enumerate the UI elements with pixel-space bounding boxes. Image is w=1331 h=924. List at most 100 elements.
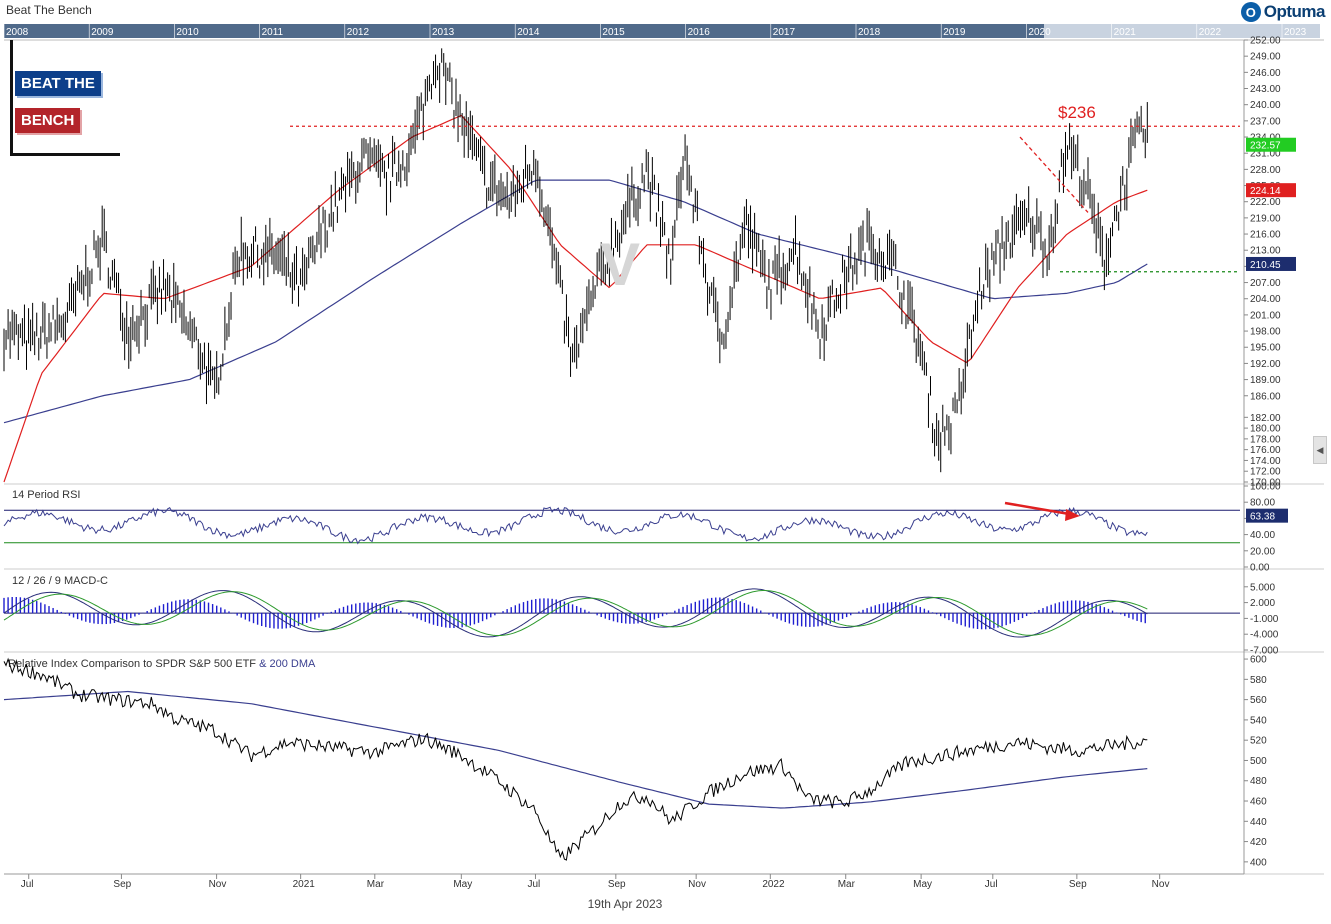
macd-axis-tick-label: 5.000 bbox=[1250, 582, 1275, 593]
price-axis-tick-label: 178.00 bbox=[1250, 434, 1281, 445]
rel-axis-tick-label: 440 bbox=[1250, 817, 1267, 828]
watermark-line-1: BEAT THE bbox=[15, 71, 101, 96]
overview-year-label: 2016 bbox=[688, 27, 711, 38]
price-axis-tick-label: 213.00 bbox=[1250, 246, 1281, 257]
watermark-bracket-left bbox=[10, 40, 13, 154]
price-axis-tick-label: 252.00 bbox=[1250, 36, 1281, 47]
overview-year-label: 2017 bbox=[773, 27, 796, 38]
x-axis-label: Jul bbox=[21, 879, 34, 890]
price-axis-tick-label: 195.00 bbox=[1250, 343, 1281, 354]
overview-year-label: 2018 bbox=[858, 27, 881, 38]
overview-strip-future bbox=[1044, 24, 1320, 38]
price-axis-tick-label: 182.00 bbox=[1250, 413, 1281, 424]
downtrend-line bbox=[1019, 136, 1089, 213]
macd-signal-line bbox=[3, 590, 1148, 636]
rsi-last-badge: 63.38 bbox=[1250, 512, 1275, 523]
rsi-last-badge-bg bbox=[1246, 508, 1288, 523]
price-axis-tick-label: 222.00 bbox=[1250, 197, 1281, 208]
price-axis-tick-label: 249.00 bbox=[1250, 52, 1281, 63]
overview-year-label: 2020 bbox=[1028, 27, 1051, 38]
x-axis-label: Mar bbox=[838, 879, 856, 890]
price-axis-tick-label: 228.00 bbox=[1250, 165, 1281, 176]
rsi-axis-tick-label: 80.00 bbox=[1250, 498, 1275, 509]
price-axis-tick-label: 170.00 bbox=[1250, 478, 1281, 489]
macd-axis-tick-label: -1.000 bbox=[1250, 614, 1279, 625]
beat-the-bench-watermark: BEAT THE BENCH bbox=[10, 40, 120, 156]
faint-v-mark: V bbox=[600, 231, 640, 298]
price-axis-tick-label: 237.00 bbox=[1250, 116, 1281, 127]
ma-50-last-badge: 224.14 bbox=[1250, 186, 1281, 197]
x-axis-label: Sep bbox=[113, 879, 131, 890]
watermark-bracket-bottom bbox=[10, 153, 120, 156]
ma-200-last-badge-bg bbox=[1246, 256, 1296, 271]
macd-axis-tick-label: -7.000 bbox=[1250, 646, 1279, 657]
rel-axis-tick-label: 580 bbox=[1250, 675, 1267, 686]
rel-axis-tick-label: 520 bbox=[1250, 736, 1267, 747]
price-axis-tick-label: 189.00 bbox=[1250, 375, 1281, 386]
price-axis-tick-label: 216.00 bbox=[1250, 230, 1281, 241]
macd-axis-tick-label: -4.000 bbox=[1250, 630, 1279, 641]
rsi-arrow-shaft bbox=[1004, 501, 1076, 517]
chart-date: 19th Apr 2023 bbox=[587, 897, 663, 911]
rel-axis-tick-label: 540 bbox=[1250, 715, 1267, 726]
price-axis-tick-label: 246.00 bbox=[1250, 68, 1281, 79]
price-axis-tick-label: 174.00 bbox=[1250, 456, 1281, 467]
relative-title: Relative Index Comparison to SPDR S&P 50… bbox=[8, 658, 316, 670]
x-axis-label: May bbox=[453, 879, 472, 890]
macd-title: 12 / 26 / 9 MACD-C bbox=[12, 575, 108, 587]
watermark-line-2: BENCH bbox=[15, 108, 81, 133]
x-axis-label: Nov bbox=[209, 879, 227, 890]
relative-title-suffix: & 200 DMA bbox=[259, 658, 316, 670]
price-last-badge: 232.57 bbox=[1250, 141, 1281, 152]
rel-axis-tick-label: 500 bbox=[1250, 756, 1267, 767]
x-axis-label: 2021 bbox=[293, 879, 316, 890]
overview-year-label: 2019 bbox=[943, 27, 966, 38]
x-axis-label: Nov bbox=[1152, 879, 1170, 890]
price-axis-tick-label: 207.00 bbox=[1250, 278, 1281, 289]
overview-year-label: 2015 bbox=[602, 27, 625, 38]
overview-year-label: 2012 bbox=[347, 27, 370, 38]
rsi-arrow-head bbox=[1065, 509, 1080, 521]
rel-axis-tick-label: 480 bbox=[1250, 776, 1267, 787]
x-axis-label: May bbox=[913, 879, 932, 890]
rsi-line bbox=[3, 506, 1148, 545]
rel-axis-tick-label: 400 bbox=[1250, 857, 1267, 868]
overview-year-label: 2013 bbox=[432, 27, 455, 38]
ma-50-line bbox=[3, 114, 1148, 483]
overview-year-label: 2023 bbox=[1284, 27, 1307, 38]
x-axis-label: 2022 bbox=[762, 879, 785, 890]
price-axis-tick-label: 176.00 bbox=[1250, 445, 1281, 456]
ma-200-line bbox=[3, 179, 1148, 424]
overview-strip bbox=[4, 24, 1044, 38]
price-axis-tick-label: 198.00 bbox=[1250, 327, 1281, 338]
rel-axis-tick-label: 460 bbox=[1250, 797, 1267, 808]
x-axis-label: Jul bbox=[527, 879, 540, 890]
rel-axis-tick-label: 420 bbox=[1250, 837, 1267, 848]
overview-year-label: 2008 bbox=[6, 27, 29, 38]
x-axis-label: Nov bbox=[688, 879, 706, 890]
x-axis-label: Jul bbox=[985, 879, 998, 890]
price-axis-tick-label: 240.00 bbox=[1250, 100, 1281, 111]
rsi-axis-tick-label: 40.00 bbox=[1250, 530, 1275, 541]
x-axis-label: Sep bbox=[608, 879, 626, 890]
rsi-axis-tick-label: 20.00 bbox=[1250, 546, 1275, 557]
optuma-logo: O Optuma bbox=[1240, 2, 1326, 22]
price-axis-tick-label: 219.00 bbox=[1250, 213, 1281, 224]
app-title: Beat The Bench bbox=[6, 3, 92, 17]
rsi-axis-tick-label: 100.00 bbox=[1250, 482, 1281, 493]
price-axis-tick-label: 192.00 bbox=[1250, 359, 1281, 370]
overview-year-label: 2011 bbox=[262, 27, 284, 38]
optuma-logo-icon: O bbox=[1240, 2, 1261, 22]
overview-year-label: 2022 bbox=[1199, 27, 1222, 38]
ma-200-last-badge: 210.45 bbox=[1250, 260, 1281, 271]
ma-50-last-badge-bg bbox=[1246, 183, 1296, 198]
price-axis-tick-label: 204.00 bbox=[1250, 294, 1281, 305]
rel-axis-tick-label: 560 bbox=[1250, 695, 1267, 706]
relative-ratio-line bbox=[3, 657, 1148, 861]
overview-year-label: 2009 bbox=[91, 27, 114, 38]
rsi-title: 14 Period RSI bbox=[12, 489, 80, 501]
price-axis-tick-label: 201.00 bbox=[1250, 310, 1281, 321]
collapse-panel-tab[interactable]: ◀ bbox=[1313, 436, 1327, 464]
price-last-badge-bg bbox=[1246, 137, 1296, 152]
